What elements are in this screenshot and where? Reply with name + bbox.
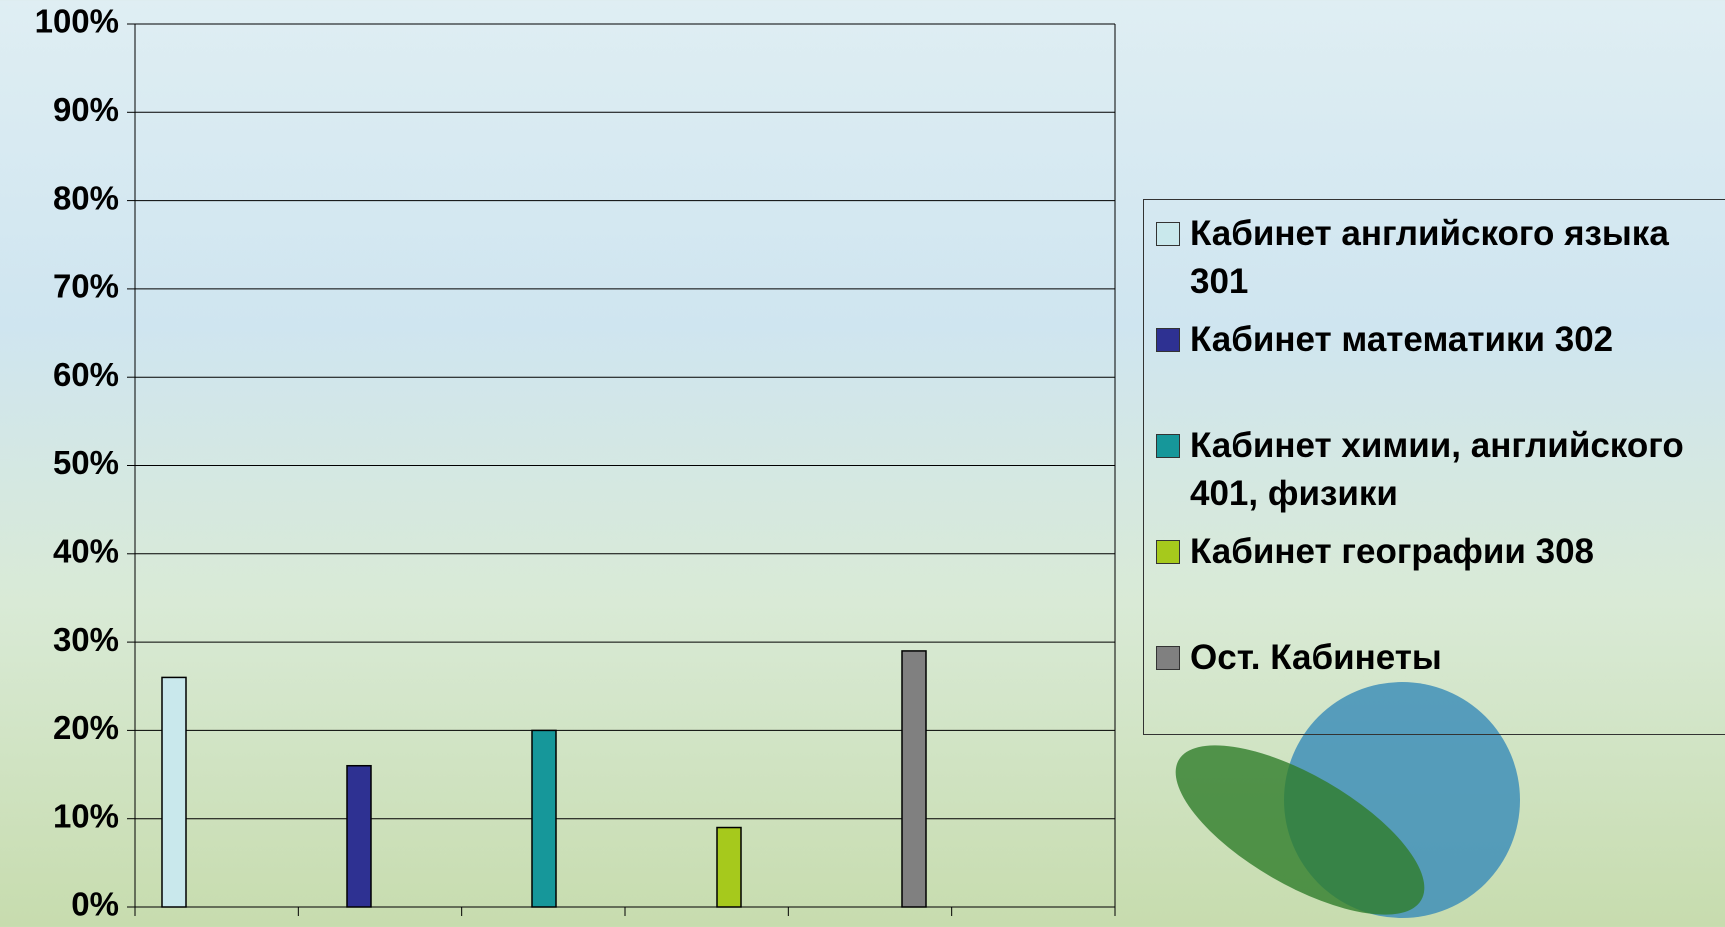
y-tick-label: 80%	[53, 179, 119, 216]
y-tick-label: 0%	[71, 886, 119, 923]
legend-label: Кабинет географии 308	[1190, 532, 1595, 571]
y-tick-label: 100%	[35, 3, 119, 40]
legend-swatch	[1156, 646, 1180, 670]
y-tick-label: 50%	[53, 444, 119, 481]
legend-label: Кабинет химии, английского 401, физики	[1190, 426, 1684, 513]
y-tick-label: 90%	[53, 91, 119, 128]
legend-entry: Кабинет химии, английского 401, физики	[1156, 422, 1725, 518]
bar	[716, 826, 742, 908]
legend: Кабинет английского языка 301 Кабинет мат…	[1143, 199, 1725, 735]
legend-label: Ост. Кабинеты	[1190, 638, 1442, 677]
bar	[346, 764, 372, 908]
y-tick-label: 10%	[53, 797, 119, 834]
bar	[531, 729, 557, 908]
legend-swatch	[1156, 540, 1180, 564]
legend-entry: Ост. Кабинеты	[1156, 634, 1725, 682]
legend-entry: Кабинет математики 302	[1156, 316, 1725, 364]
legend-swatch	[1156, 222, 1180, 246]
legend-swatch	[1156, 434, 1180, 458]
y-tick-label: 30%	[53, 621, 119, 658]
leaf-decoration	[1175, 745, 1425, 915]
legend-entry: Кабинет английского языка 301	[1156, 210, 1725, 306]
bar	[161, 676, 187, 908]
y-tick-label: 60%	[53, 356, 119, 393]
y-tick-label: 20%	[53, 709, 119, 746]
y-tick-label: 40%	[53, 533, 119, 570]
legend-label: Кабинет математики 302	[1190, 320, 1614, 359]
legend-entry: Кабинет географии 308	[1156, 528, 1725, 576]
legend-label: Кабинет английского языка 301	[1190, 214, 1669, 301]
y-tick-label: 70%	[53, 268, 119, 305]
bar	[901, 650, 927, 908]
legend-swatch	[1156, 328, 1180, 352]
